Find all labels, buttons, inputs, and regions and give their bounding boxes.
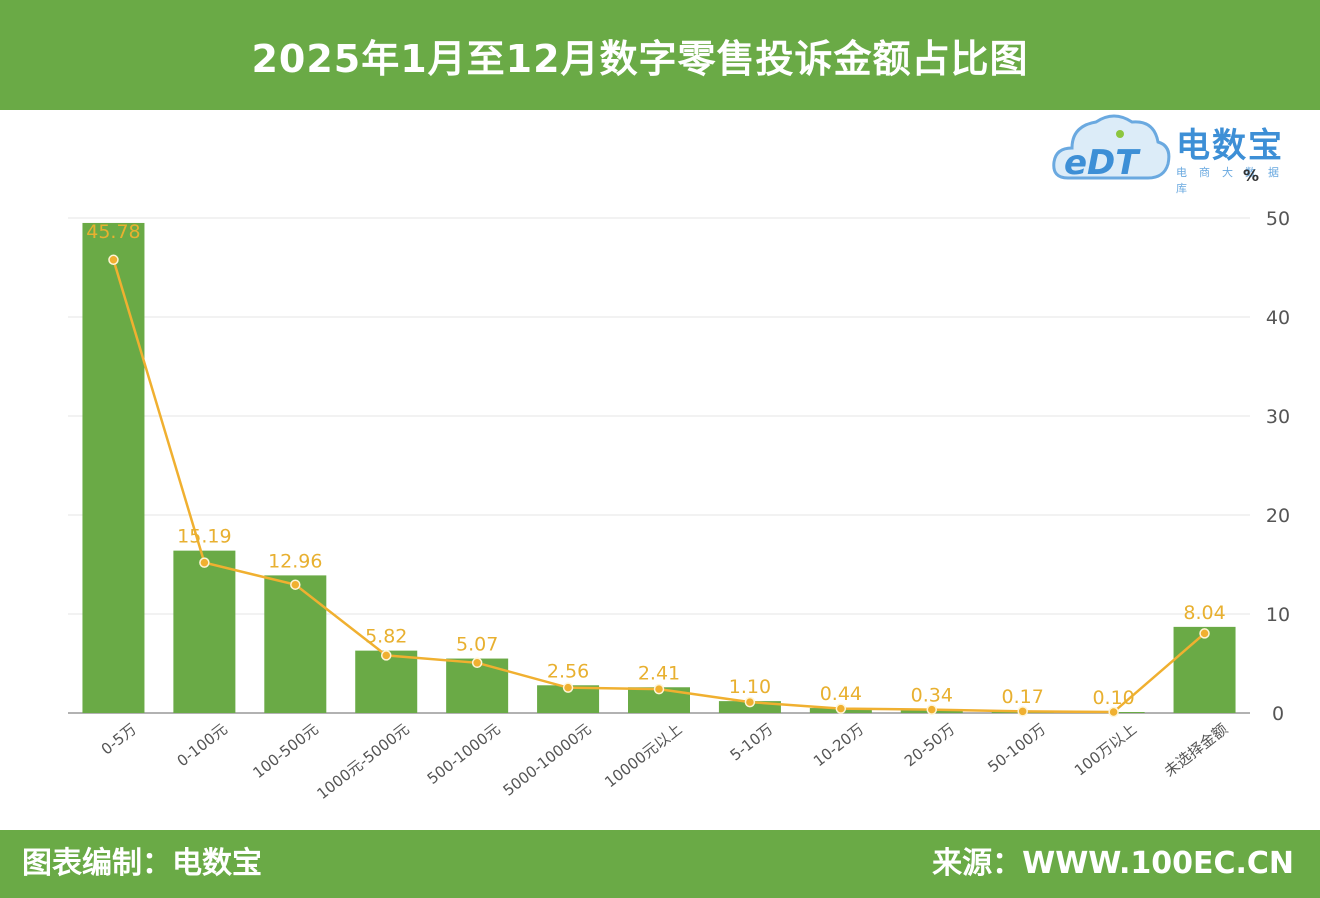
x-tick-label: 0-100元 bbox=[174, 720, 231, 770]
x-tick-label: 未选择金额 bbox=[1161, 720, 1231, 780]
footer-credit: 图表编制：电数宝 bbox=[22, 846, 262, 881]
x-tick-label: 10-20万 bbox=[810, 720, 867, 770]
line-point bbox=[380, 650, 392, 661]
line-point bbox=[108, 254, 119, 266]
line-point bbox=[1199, 628, 1210, 639]
data-label: 12.96 bbox=[268, 550, 322, 572]
data-label: 1.10 bbox=[729, 676, 771, 698]
y-tick-label: 20 bbox=[1266, 505, 1290, 527]
brand-logo: eDT 电数宝 电商大数据库 bbox=[1050, 104, 1312, 195]
bar bbox=[264, 575, 327, 713]
data-label: 15.19 bbox=[177, 526, 231, 548]
data-label: 0.17 bbox=[1002, 686, 1044, 708]
y-tick-label: 30 bbox=[1266, 406, 1290, 428]
line-point bbox=[744, 696, 756, 708]
bar bbox=[173, 550, 236, 713]
line-point bbox=[562, 682, 574, 693]
line-point bbox=[1017, 706, 1028, 717]
y-tick-label: 0 bbox=[1272, 703, 1284, 725]
data-label: 0.10 bbox=[1092, 687, 1134, 709]
logo-mark-text: eDT bbox=[1064, 143, 1141, 183]
x-tick-label: 500-1000元 bbox=[424, 720, 504, 788]
x-tick-label: 10000元以上 bbox=[601, 720, 685, 791]
footer-bar: 图表编制：电数宝 来源：WWW.100EC.CN bbox=[0, 830, 1320, 898]
logo-brand-name: 电数宝 bbox=[1176, 126, 1284, 166]
data-label: 0.44 bbox=[820, 683, 862, 705]
data-label: 2.41 bbox=[638, 662, 680, 684]
line-point bbox=[1108, 706, 1119, 718]
line-point bbox=[199, 557, 210, 568]
x-tick-label: 0-5万 bbox=[98, 720, 140, 759]
y-axis-unit: % bbox=[1243, 166, 1260, 185]
line-point bbox=[653, 683, 665, 695]
chart-title: 2025年1月至12月数字零售投诉金额占比图 bbox=[251, 36, 1029, 81]
logo-subtitle: 电商大数据库 bbox=[1176, 166, 1291, 195]
y-tick-label: 10 bbox=[1266, 604, 1290, 626]
bar bbox=[355, 650, 418, 713]
data-label: 5.82 bbox=[365, 626, 407, 648]
line-point bbox=[926, 704, 938, 715]
data-label: 2.56 bbox=[547, 660, 589, 682]
header-bar: 2025年1月至12月数字零售投诉金额占比图 bbox=[0, 0, 1320, 110]
x-tick-label: 100万以上 bbox=[1071, 720, 1140, 780]
bar bbox=[1173, 626, 1236, 713]
bar bbox=[82, 222, 145, 713]
x-tick-label: 100-500元 bbox=[249, 720, 321, 782]
x-tick-label: 1000元-5000元 bbox=[314, 720, 413, 803]
line-point bbox=[471, 657, 483, 669]
x-tick-label: 5-10万 bbox=[727, 720, 777, 764]
x-tick-label: 20-50万 bbox=[901, 720, 958, 770]
x-tick-label: 50-100万 bbox=[984, 720, 1049, 776]
data-label: 45.78 bbox=[86, 221, 140, 243]
line-point bbox=[835, 703, 847, 714]
y-tick-label: 50 bbox=[1266, 208, 1290, 230]
cloud-logo-icon: eDT bbox=[1052, 114, 1171, 183]
footer-source: 来源：WWW.100EC.CN bbox=[932, 846, 1294, 881]
data-label: 0.34 bbox=[911, 685, 953, 707]
y-tick-label: 40 bbox=[1266, 307, 1290, 329]
data-label: 5.07 bbox=[456, 634, 498, 656]
line-point bbox=[290, 579, 301, 590]
data-label: 8.04 bbox=[1183, 602, 1225, 624]
x-tick-label: 5000-10000元 bbox=[500, 720, 595, 800]
